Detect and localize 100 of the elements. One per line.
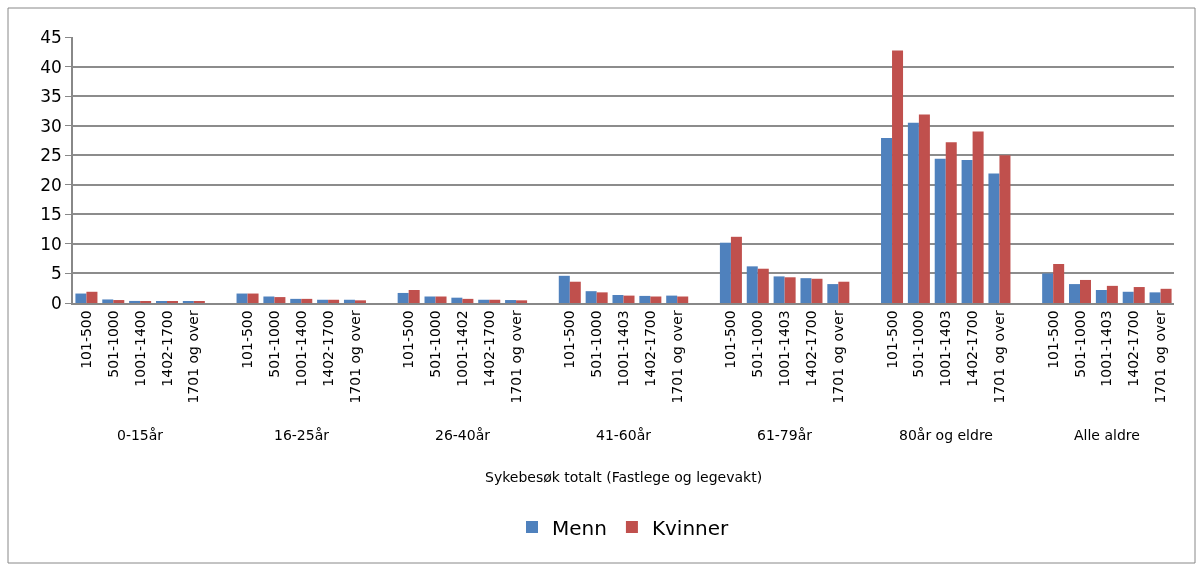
bar — [1106, 285, 1118, 303]
bar — [838, 281, 850, 303]
bar — [639, 295, 651, 303]
y-tick-label: 5 — [51, 263, 62, 284]
bar — [1095, 290, 1107, 303]
x-tick-label: 1701 og over — [507, 310, 524, 404]
x-tick-label: 1402-1700 — [319, 310, 336, 387]
bar — [263, 296, 275, 303]
bar — [988, 173, 1000, 303]
bar — [505, 300, 517, 303]
bar — [343, 299, 355, 303]
x-tick-label: 1701 og over — [346, 310, 363, 404]
bar — [784, 277, 796, 303]
text: 0-15år — [117, 427, 164, 443]
x-tick-label: 101-500 — [400, 310, 417, 369]
bar — [1080, 279, 1092, 303]
bar — [934, 158, 946, 303]
bar — [746, 266, 758, 303]
y-tick-label: 35 — [40, 86, 62, 107]
x-tick-label: 1402-1700 — [158, 310, 175, 387]
bar — [462, 298, 474, 303]
bar — [301, 298, 313, 303]
bar — [811, 278, 823, 303]
y-tick-label: 15 — [40, 204, 62, 225]
bar — [719, 242, 731, 303]
x-tick-label: 1001-1402 — [453, 310, 470, 387]
x-tick-label: 101-500 — [77, 310, 94, 369]
bar — [677, 296, 689, 303]
bar — [1133, 287, 1145, 303]
y-tick-label: 20 — [40, 174, 62, 195]
bar — [489, 299, 501, 303]
x-tick-label: 501-1000 — [588, 310, 605, 378]
x-tick-label: 501-1000 — [104, 310, 121, 378]
bar — [1042, 273, 1054, 303]
bar — [290, 298, 302, 303]
bar — [424, 296, 436, 303]
x-tick-label: 1001-1403 — [937, 310, 954, 387]
bar — [129, 300, 141, 303]
bar — [961, 159, 973, 303]
bar — [945, 142, 957, 303]
bar — [623, 295, 635, 303]
bar — [317, 299, 329, 303]
bar — [773, 276, 785, 303]
bar — [558, 275, 570, 303]
x-tick-label: 101-500 — [561, 310, 578, 369]
bar — [1122, 291, 1134, 303]
text: 26-40år — [435, 427, 491, 443]
x-tick-label: 501-1000 — [910, 310, 927, 378]
x-tick-label: 1701 og over — [829, 310, 846, 404]
bar — [585, 291, 597, 303]
x-tick-label: 1402-1700 — [803, 310, 820, 387]
bar — [328, 299, 340, 303]
bar — [1160, 288, 1172, 303]
bar — [918, 114, 930, 303]
x-tick-label: 501-1000 — [749, 310, 766, 378]
bar — [827, 284, 839, 303]
text: 80år og eldre — [899, 427, 993, 443]
bar — [247, 293, 259, 303]
x-tick-label: 1001-1403 — [1098, 310, 1115, 387]
bar — [666, 295, 678, 303]
bar — [1069, 284, 1081, 303]
legend-label: Menn — [552, 515, 607, 540]
bar — [1149, 292, 1161, 303]
x-tick-label: 1001-1400 — [131, 310, 148, 387]
x-tick-label: 1402-1700 — [480, 310, 497, 387]
x-tick-label: 1701 og over — [668, 310, 685, 404]
x-tick-label: 1701 og over — [185, 310, 202, 404]
x-tick-label: 1402-1700 — [1125, 310, 1142, 387]
y-tick-label: 30 — [40, 115, 62, 136]
text: Alle aldre — [1074, 427, 1140, 443]
bar — [435, 296, 447, 303]
text: 41-60år — [596, 427, 652, 443]
bar — [113, 300, 125, 303]
bar — [596, 292, 608, 303]
x-tick-label: 101-500 — [722, 310, 739, 369]
x-tick-label: 1001-1400 — [292, 310, 309, 387]
x-tick-label: 1001-1403 — [615, 310, 632, 387]
bar — [569, 281, 581, 303]
bar — [1053, 263, 1065, 303]
y-tick-label: 25 — [40, 145, 62, 166]
y-tick-label: 40 — [40, 56, 62, 77]
x-tick-label: 1701 og over — [991, 310, 1007, 404]
bar — [881, 138, 893, 303]
y-tick-label: 0 — [51, 292, 62, 313]
bar — [408, 290, 420, 303]
bar — [650, 296, 662, 303]
bar — [86, 291, 98, 303]
bar — [907, 122, 919, 303]
x-tick-label: 1402-1700 — [641, 310, 658, 387]
bar — [612, 295, 624, 303]
bar — [397, 292, 409, 303]
bar — [274, 297, 286, 303]
bar — [451, 297, 463, 303]
x-tick-label: 501-1000 — [427, 310, 444, 378]
bar — [730, 236, 742, 303]
y-tick-label: 10 — [40, 233, 62, 254]
y-tick-label: 45 — [40, 26, 62, 47]
x-axis-title: Sykebesøk totalt (Fastlege og legevakt) — [485, 469, 763, 485]
x-tick-label: 1701 og over — [1152, 310, 1169, 404]
bar — [236, 293, 248, 303]
